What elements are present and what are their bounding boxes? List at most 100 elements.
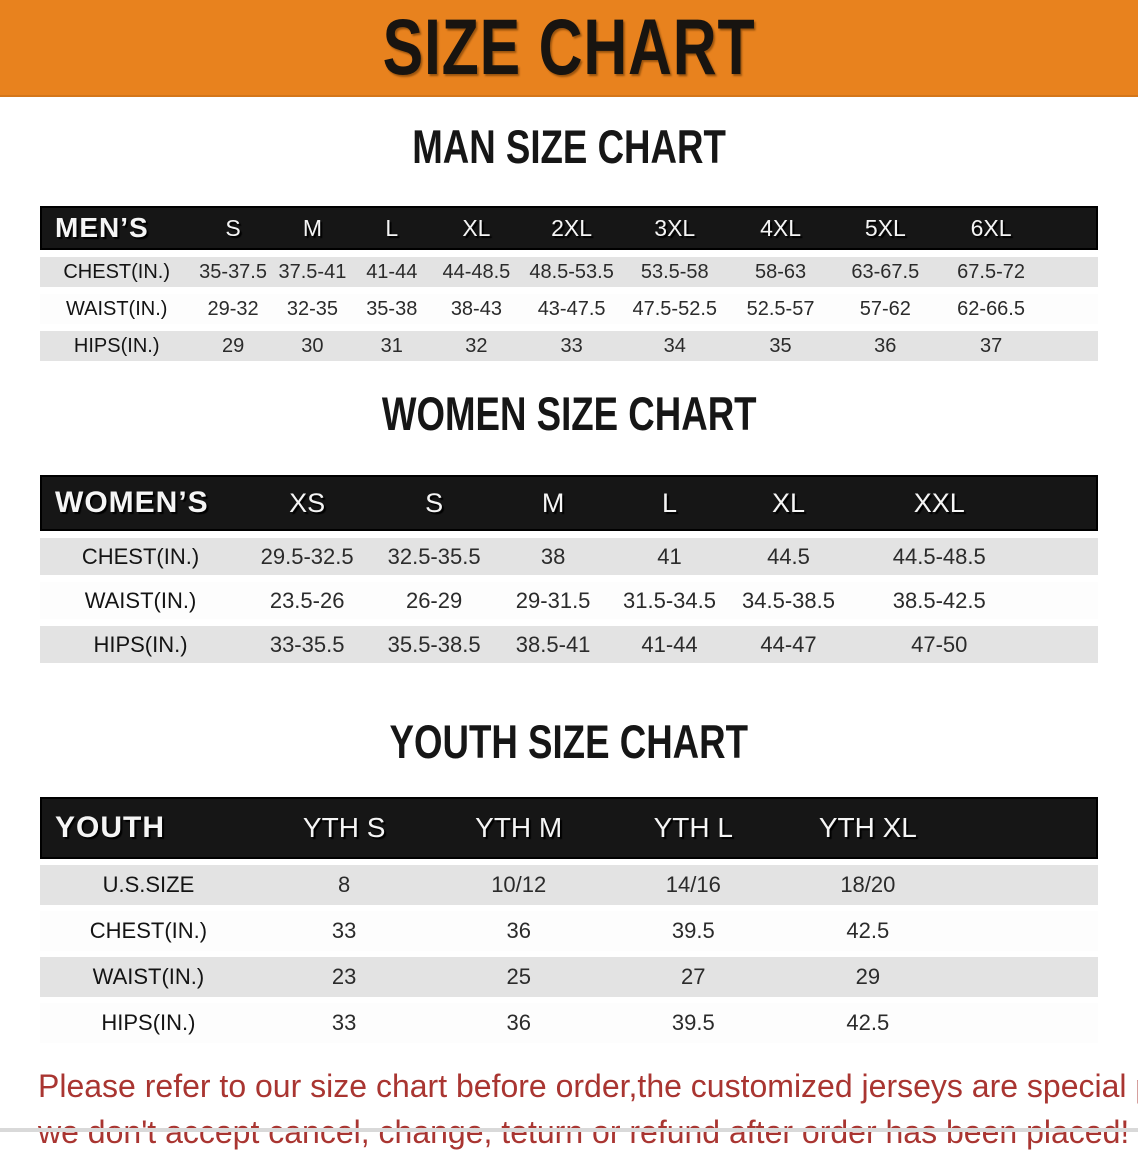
table-cell: 38 [494, 538, 612, 575]
table-cell: 33 [256, 911, 432, 951]
table-cell-filler [1029, 538, 1098, 575]
men-size-col: 2XL [521, 206, 622, 250]
women-size-table: WOMEN’S XS S M L XL XXL CHEST(IN.) 29.5-… [40, 468, 1098, 670]
table-cell: 31 [352, 331, 432, 361]
table-cell: 39.5 [606, 911, 781, 951]
row-label: HIPS(IN.) [40, 1003, 257, 1043]
table-cell-filler [1029, 582, 1098, 619]
men-size-col: L [352, 206, 432, 250]
women-hips-row: HIPS(IN.) 33-35.5 35.5-38.5 38.5-41 41-4… [40, 626, 1098, 663]
table-cell-filler [1045, 331, 1098, 361]
women-size-col: L [611, 475, 728, 531]
men-header-filler [1045, 206, 1098, 250]
men-size-col: M [272, 206, 353, 250]
table-cell: 31.5-34.5 [611, 582, 728, 619]
table-cell: 29-32 [193, 294, 273, 324]
table-cell: 42.5 [780, 1003, 956, 1043]
table-cell: 33-35.5 [241, 626, 374, 663]
row-label: CHEST(IN.) [40, 257, 194, 287]
table-cell: 53.5-58 [621, 257, 728, 287]
youth-hips-row: HIPS(IN.) 33 36 39.5 42.5 [40, 1003, 1098, 1043]
row-label: WAIST(IN.) [40, 957, 257, 997]
youth-size-table: YOUTH YTH S YTH M YTH L YTH XL U.S.SIZE … [40, 791, 1098, 1049]
youth-section-heading: YOUTH SIZE CHART [389, 715, 749, 768]
row-label: CHEST(IN.) [40, 911, 257, 951]
women-size-col: XS [241, 475, 374, 531]
table-cell: 43-47.5 [521, 294, 622, 324]
table-cell: 36 [431, 1003, 606, 1043]
table-cell: 47-50 [849, 626, 1030, 663]
table-cell: 36 [431, 911, 606, 951]
table-cell: 37 [937, 331, 1046, 361]
youth-chest-row: CHEST(IN.) 33 36 39.5 42.5 [40, 911, 1098, 951]
women-chest-row: CHEST(IN.) 29.5-32.5 32.5-35.5 38 41 44.… [40, 538, 1098, 575]
table-cell: 67.5-72 [937, 257, 1046, 287]
men-size-col: S [193, 206, 273, 250]
table-cell: 26-29 [373, 582, 495, 619]
table-cell: 33 [521, 331, 622, 361]
table-cell: 44-47 [727, 626, 850, 663]
table-cell: 35 [727, 331, 834, 361]
women-waist-row: WAIST(IN.) 23.5-26 26-29 29-31.5 31.5-34… [40, 582, 1098, 619]
table-cell-filler [955, 911, 1098, 951]
table-cell-filler [955, 1003, 1098, 1043]
men-size-col: XL [431, 206, 522, 250]
row-label: WAIST(IN.) [40, 294, 194, 324]
table-cell: 8 [256, 865, 432, 905]
table-cell: 62-66.5 [937, 294, 1046, 324]
youth-size-col: YTH XL [780, 797, 956, 859]
youth-waist-row: WAIST(IN.) 23 25 27 29 [40, 957, 1098, 997]
men-group-label: MEN’S [40, 206, 194, 250]
table-cell-filler [955, 865, 1098, 905]
row-label: HIPS(IN.) [40, 626, 242, 663]
table-cell: 34.5-38.5 [727, 582, 850, 619]
table-cell: 35-38 [352, 294, 432, 324]
row-label: HIPS(IN.) [40, 331, 194, 361]
men-size-col: 4XL [727, 206, 834, 250]
table-cell: 18/20 [780, 865, 956, 905]
table-cell: 48.5-53.5 [521, 257, 622, 287]
page-title: SIZE CHART [382, 2, 756, 92]
women-section-heading: WOMEN SIZE CHART [381, 387, 757, 440]
youth-size-col: YTH L [606, 797, 781, 859]
table-cell: 29 [193, 331, 273, 361]
table-cell: 63-67.5 [833, 257, 938, 287]
table-cell: 37.5-41 [272, 257, 353, 287]
table-cell: 39.5 [606, 1003, 781, 1043]
table-cell: 32-35 [272, 294, 353, 324]
table-cell: 47.5-52.5 [621, 294, 728, 324]
table-cell: 44-48.5 [431, 257, 522, 287]
women-size-col: XXL [849, 475, 1030, 531]
women-header-row: WOMEN’S XS S M L XL XXL [40, 475, 1098, 531]
order-policy-note: Please refer to our size chart before or… [0, 1063, 1138, 1155]
table-cell-filler [1029, 626, 1098, 663]
table-cell: 27 [606, 957, 781, 997]
table-cell: 44.5-48.5 [849, 538, 1030, 575]
youth-header-row: YOUTH YTH S YTH M YTH L YTH XL [40, 797, 1098, 859]
table-cell: 34 [621, 331, 728, 361]
men-section-heading: MAN SIZE CHART [412, 120, 726, 173]
table-cell: 29.5-32.5 [241, 538, 374, 575]
men-size-table: MEN’S S M L XL 2XL 3XL 4XL 5XL 6XL CHEST… [40, 199, 1098, 368]
table-cell-filler [955, 957, 1098, 997]
size-chart-body: MAN SIZE CHART MEN’S S M L XL 2XL 3XL 4X… [0, 121, 1138, 1155]
youth-group-label: YOUTH [40, 797, 257, 859]
table-cell: 10/12 [431, 865, 606, 905]
youth-size-col: YTH M [431, 797, 606, 859]
men-size-col: 5XL [833, 206, 938, 250]
youth-ussize-row: U.S.SIZE 8 10/12 14/16 18/20 [40, 865, 1098, 905]
row-label: WAIST(IN.) [40, 582, 242, 619]
women-size-col: S [373, 475, 495, 531]
table-cell: 29 [780, 957, 956, 997]
table-cell: 44.5 [727, 538, 850, 575]
men-waist-row: WAIST(IN.) 29-32 32-35 35-38 38-43 43-47… [40, 294, 1098, 324]
men-chest-row: CHEST(IN.) 35-37.5 37.5-41 41-44 44-48.5… [40, 257, 1098, 287]
table-cell: 36 [833, 331, 938, 361]
order-policy-note-line2: we don't accept cancel, change, teturn o… [38, 1114, 1130, 1150]
table-cell: 35.5-38.5 [373, 626, 495, 663]
table-cell: 23.5-26 [241, 582, 374, 619]
table-cell: 30 [272, 331, 353, 361]
table-cell: 41 [611, 538, 728, 575]
table-cell: 38.5-42.5 [849, 582, 1030, 619]
table-cell: 52.5-57 [727, 294, 834, 324]
